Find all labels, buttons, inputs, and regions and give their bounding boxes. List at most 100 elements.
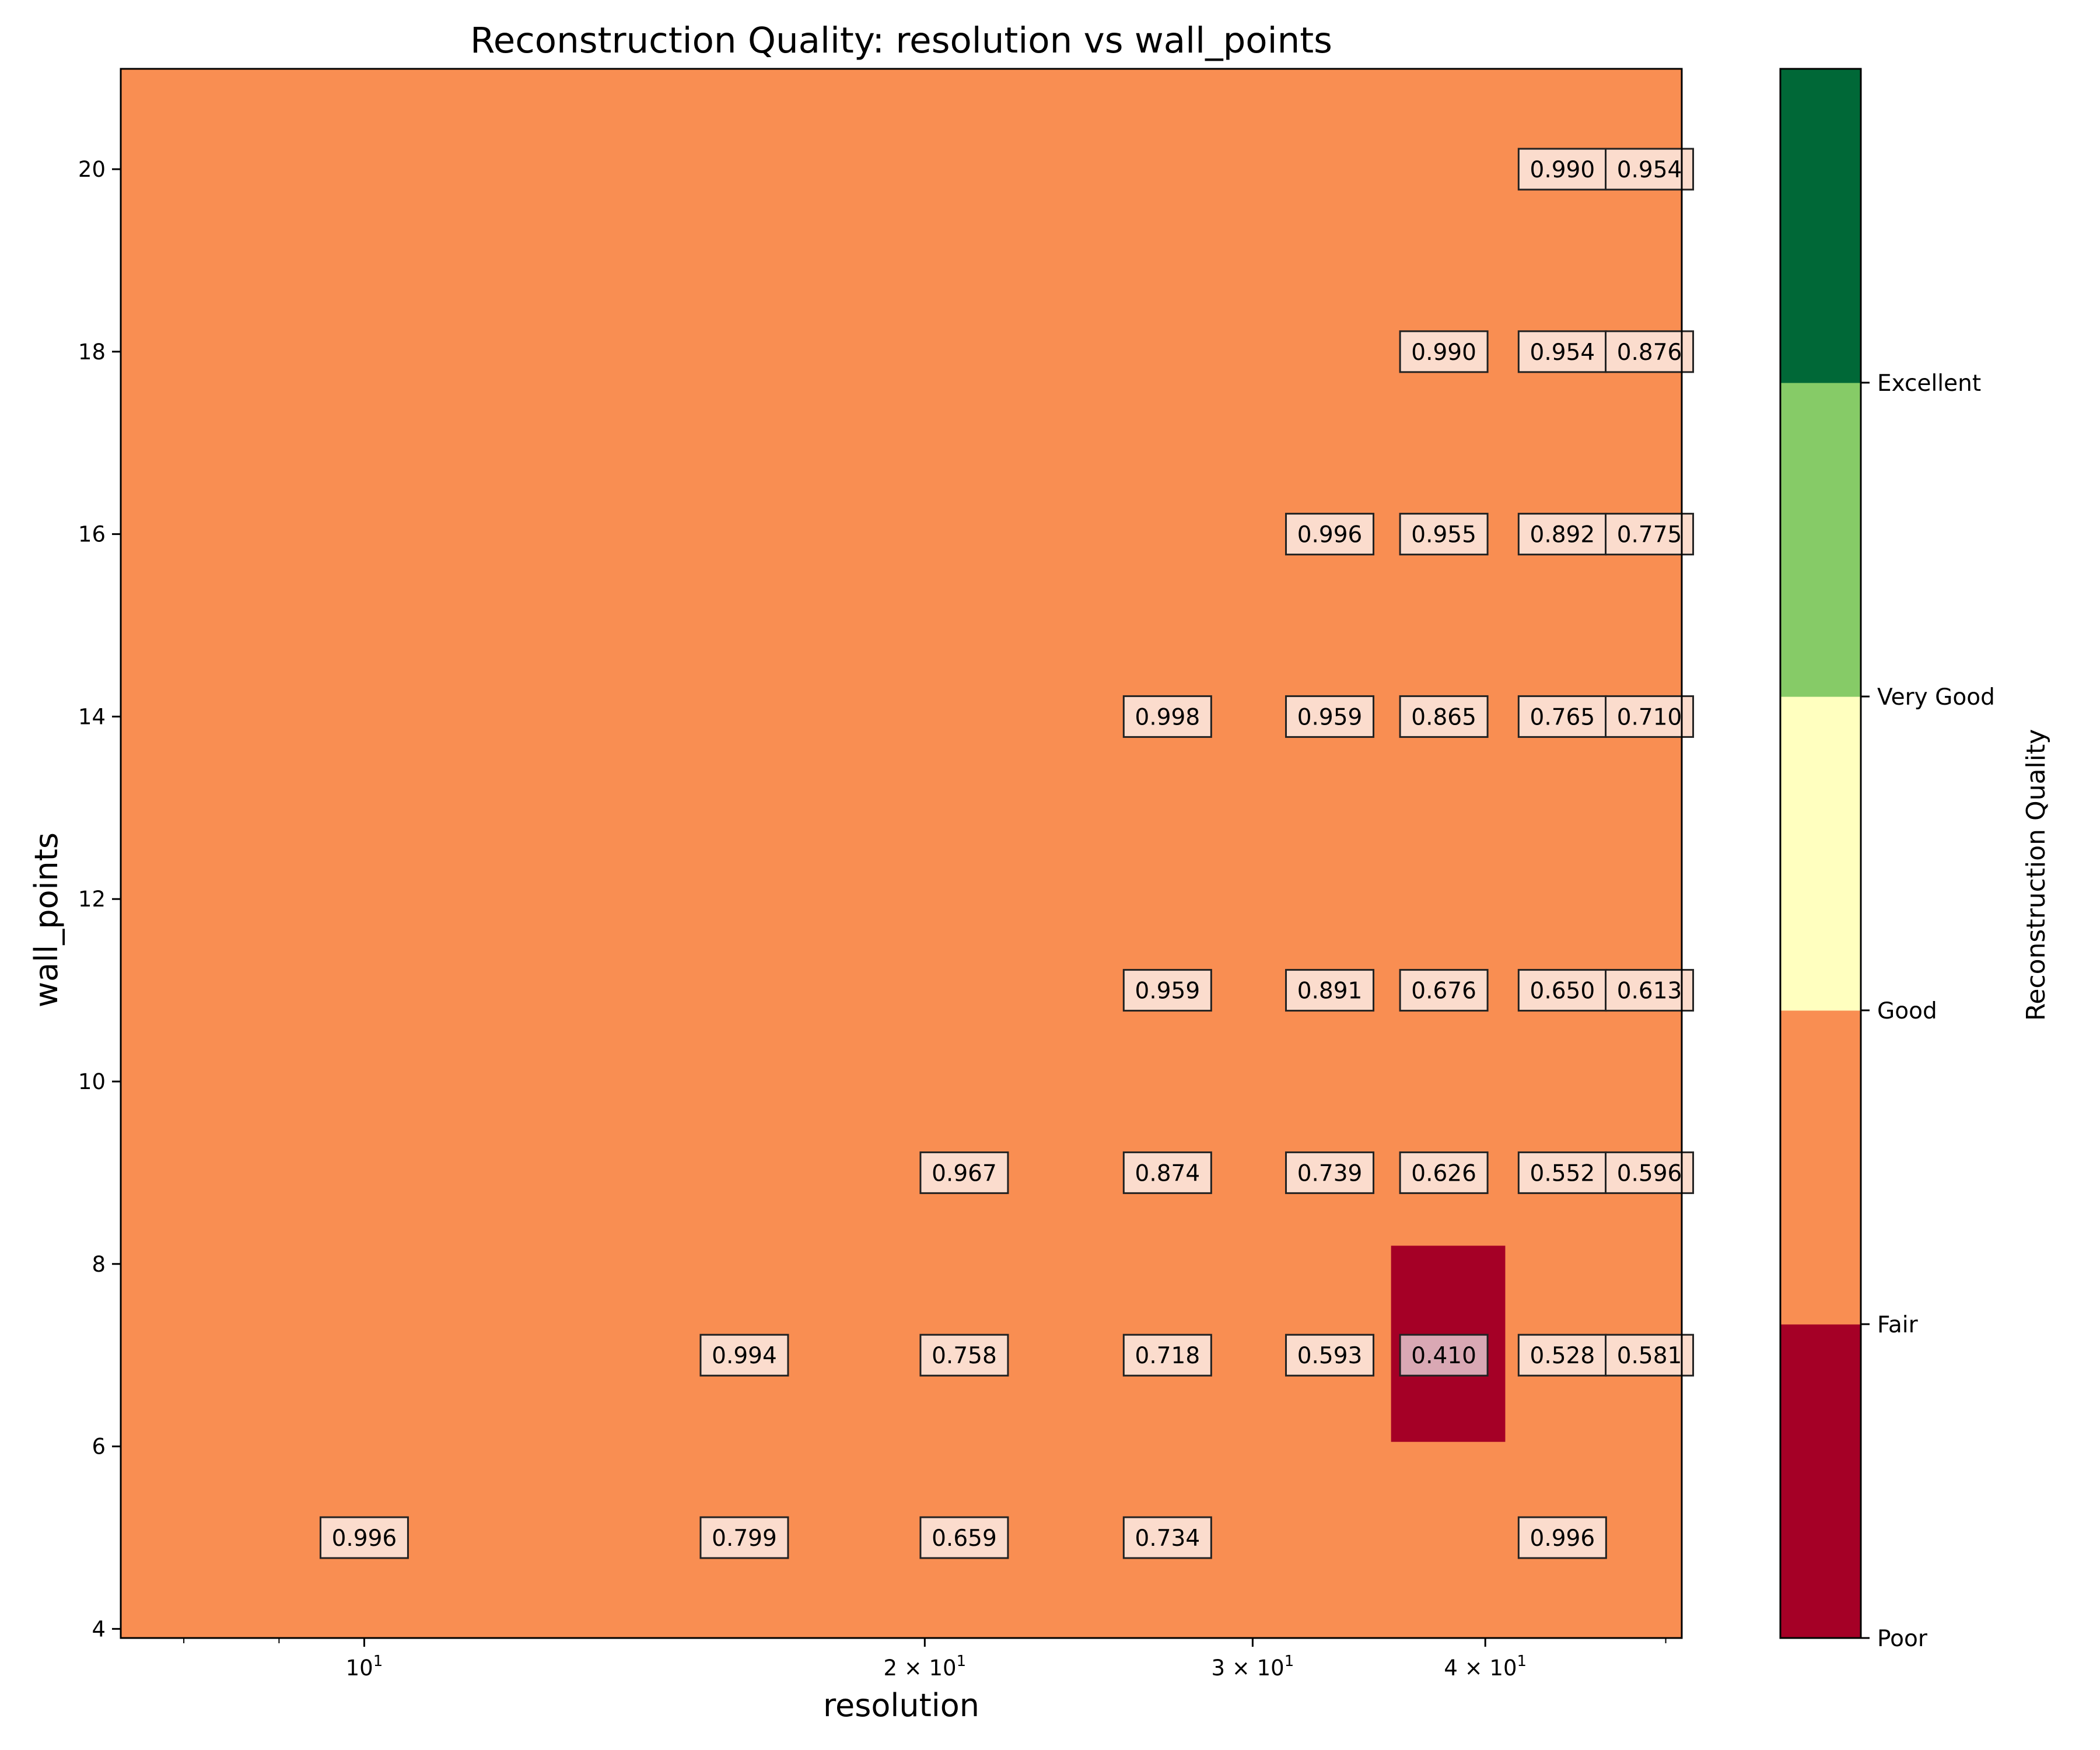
cell-label-text: 0.892 <box>1530 522 1595 548</box>
cell-value-label: 0.876 <box>1605 330 1695 373</box>
chart-title: Reconstruction Quality: resolution vs wa… <box>470 20 1332 61</box>
cell-label-box <box>1605 513 1695 556</box>
y-axis-ticks: 4 6 8 10 12 14 16 18 20 <box>78 157 121 1642</box>
colorbar-label: Reconstruction Quality <box>2021 729 2051 1021</box>
cell-value-label: 0.892 <box>1517 513 1607 556</box>
cell-value-label: 0.528 <box>1517 1334 1607 1377</box>
cell-label-box <box>1605 969 1695 1012</box>
plot-area <box>121 69 1682 1638</box>
cell-label-text: 0.775 <box>1617 522 1682 548</box>
cell-label-box <box>1122 1516 1212 1559</box>
cell-label-box <box>319 1516 409 1559</box>
cell-value-label: 0.410 <box>1399 1334 1489 1377</box>
cell-label-box <box>1399 513 1489 556</box>
cell-label-text: 0.676 <box>1411 978 1476 1005</box>
cell-value-label: 0.765 <box>1517 695 1607 738</box>
x-tick-label: 101 <box>346 1653 383 1681</box>
cell-label-text: 0.593 <box>1297 1343 1363 1369</box>
cell-label-text: 0.990 <box>1530 157 1595 183</box>
x-axis-ticks: 101 2 × 101 3 × 101 4 × 101 <box>183 1638 1667 1681</box>
cell-value-label: 0.650 <box>1517 969 1607 1012</box>
cell-label-box <box>1605 1334 1695 1377</box>
cell-value-label: 0.998 <box>1122 695 1212 738</box>
cell-label-text: 0.718 <box>1135 1343 1200 1369</box>
cell-label-text: 0.596 <box>1617 1160 1682 1186</box>
cell-label-box <box>699 1516 789 1559</box>
cell-label-text: 0.613 <box>1617 978 1682 1005</box>
cell-value-label: 0.775 <box>1605 513 1695 556</box>
cell-label-text: 0.581 <box>1617 1343 1682 1369</box>
cell-label-box <box>1517 1334 1607 1377</box>
cell-label-text: 0.959 <box>1297 704 1363 730</box>
colorbar-band <box>1780 696 1861 1011</box>
cell-value-label: 0.758 <box>919 1334 1009 1377</box>
x-tick-label: 3 × 101 <box>1212 1653 1294 1681</box>
cell-label-box <box>919 1334 1009 1377</box>
cell-label-text: 0.998 <box>1135 704 1200 730</box>
x-axis-label: resolution <box>823 1687 979 1724</box>
cell-label-text: 0.954 <box>1617 157 1682 183</box>
colorbar-band <box>1780 69 1861 383</box>
cell-label-box <box>1285 1151 1375 1194</box>
y-tick-label: 14 <box>78 704 106 729</box>
cell-label-text: 0.799 <box>712 1525 777 1552</box>
cell-label-box <box>919 1516 1009 1559</box>
cell-label-box <box>1517 513 1607 556</box>
cell-label-text: 0.955 <box>1411 522 1476 548</box>
cell-label-text: 0.874 <box>1135 1160 1200 1186</box>
cell-label-text: 0.990 <box>1411 340 1476 366</box>
cell-value-label: 0.734 <box>1122 1516 1212 1559</box>
cell-label-box <box>1285 695 1375 738</box>
y-tick-label: 10 <box>78 1069 106 1094</box>
cell-label-box <box>1399 1151 1489 1194</box>
y-tick-label: 20 <box>78 157 106 182</box>
cell-value-label: 0.718 <box>1122 1334 1212 1377</box>
cell-value-label: 0.891 <box>1285 969 1375 1012</box>
cell-label-text: 0.739 <box>1297 1160 1363 1186</box>
cell-value-label: 0.596 <box>1605 1151 1695 1194</box>
cell-label-box <box>1122 969 1212 1012</box>
cell-label-text: 0.528 <box>1530 1343 1595 1369</box>
cell-label-box <box>1399 330 1489 373</box>
cell-label-box <box>1122 1334 1212 1377</box>
cell-label-box <box>1605 148 1695 191</box>
y-tick-label: 12 <box>78 887 106 912</box>
cell-value-label: 0.581 <box>1605 1334 1695 1377</box>
colorbar-frame <box>1779 68 1862 1639</box>
cell-value-label: 0.994 <box>699 1334 789 1377</box>
cell-label-text: 0.967 <box>932 1160 997 1186</box>
cell-label-text: 0.710 <box>1617 704 1682 730</box>
cell-label-box <box>1399 969 1489 1012</box>
plot-frame <box>120 68 1683 1639</box>
cell-label-text: 0.876 <box>1617 340 1682 366</box>
colorbar-band <box>1780 1010 1861 1325</box>
cell-label-text: 0.626 <box>1411 1160 1476 1186</box>
cell-value-label: 0.996 <box>1517 1516 1607 1559</box>
cell-value-label: 0.954 <box>1517 330 1607 373</box>
y-tick-label: 8 <box>92 1252 106 1277</box>
cell-value-label: 0.967 <box>919 1151 1009 1194</box>
cell-label-text: 0.996 <box>1530 1525 1595 1552</box>
x-tick-label: 4 × 101 <box>1444 1653 1527 1681</box>
cell-label-text: 0.996 <box>332 1525 397 1552</box>
cell-label-box <box>699 1334 789 1377</box>
y-axis-label: wall_points <box>28 832 65 1007</box>
cell-label-box <box>1285 969 1375 1012</box>
cell-label-box <box>1122 695 1212 738</box>
y-tick-label: 18 <box>78 340 106 365</box>
cell-value-label: 0.996 <box>319 1516 409 1559</box>
cell-label-box <box>919 1151 1009 1194</box>
cell-value-label: 0.626 <box>1399 1151 1489 1194</box>
cell-value-label: 0.959 <box>1122 969 1212 1012</box>
y-tick-label: 4 <box>92 1616 106 1642</box>
cell-label-text: 0.659 <box>932 1525 997 1552</box>
cell-value-label: 0.593 <box>1285 1334 1375 1377</box>
cell-value-label: 0.613 <box>1605 969 1695 1012</box>
colorbar-tick-label: Fair <box>1877 1312 1919 1338</box>
cell-label-text: 0.891 <box>1297 978 1363 1005</box>
cell-label-box <box>1517 969 1607 1012</box>
colorbar-band <box>1780 1324 1861 1639</box>
cell-value-label: 0.955 <box>1399 513 1489 556</box>
colorbar-tick-label: Excellent <box>1877 370 1981 397</box>
colorbar: Poor Fair Good Very Good Excellent <box>1779 68 1995 1652</box>
